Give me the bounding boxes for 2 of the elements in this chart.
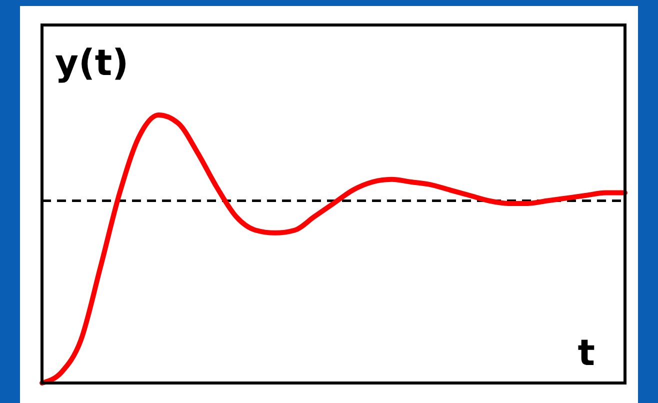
y-axis-title: y(t) bbox=[55, 43, 129, 84]
x-axis-title: t bbox=[578, 333, 595, 374]
